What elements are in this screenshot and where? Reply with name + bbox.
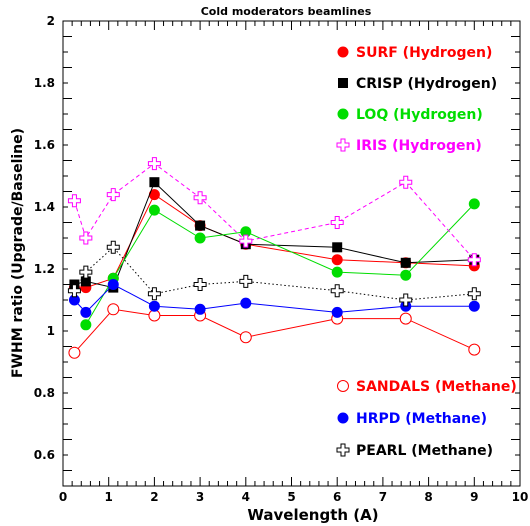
legend-item: PEARL (Methane) [336,443,493,459]
legend-marker [337,380,349,392]
legend-item: CRISP (Hydrogen) [338,76,497,92]
x-tick-label: 1 [105,490,113,504]
data-point [80,319,92,331]
data-point [399,293,413,307]
data-point [80,276,91,287]
legend-label: IRIS (Hydrogen) [356,138,482,154]
series-line [74,308,475,354]
series-pearl [67,240,481,307]
x-tick-label: 2 [150,490,158,504]
legend-label: SURF (Hydrogen) [356,45,492,61]
legend-label: HRPD (Methane) [356,411,487,427]
data-point [67,284,81,298]
series-layer [67,157,481,359]
data-point [400,269,412,281]
series-line [85,203,475,326]
legend-marker [336,443,350,457]
data-point [467,287,481,301]
legend-item: IRIS (Hydrogen) [336,138,482,154]
y-tick-label: 2 [47,14,55,28]
data-point [79,265,93,279]
data-point [80,306,92,318]
axis-ticks: 0 1 2 3 4 5 6 7 8 9 10 0.6 0.8 1 1.2 1.4 1.6 1.8 2 [34,14,529,504]
data-point [468,343,481,356]
x-tick-label: 9 [470,490,478,504]
x-tick-label: 0 [59,490,67,504]
legend-marker [338,78,348,88]
data-point [468,300,480,312]
data-point [467,253,481,267]
x-tick-label: 7 [379,490,387,504]
legend-item: HRPD (Methane) [337,411,487,427]
series-line [73,246,475,301]
data-point [68,346,81,359]
data-point [239,331,252,344]
data-point [331,266,343,278]
data-point [331,306,343,318]
legend-marker [337,412,349,424]
data-point [193,191,207,205]
data-point [148,300,160,312]
legend-item: LOQ (Hydrogen) [337,107,483,123]
legend: SURF (Hydrogen) CRISP (Hydrogen) LOQ (Hydr… [336,45,517,459]
legend-label: LOQ (Hydrogen) [356,107,483,123]
x-tick-label: 10 [512,490,529,504]
data-point [106,240,120,254]
y-tick-label: 1.4 [34,200,55,214]
data-point [67,194,81,208]
data-point [79,231,93,245]
chart-title: Cold moderators beamlines [201,5,372,18]
data-point [107,279,119,290]
data-point [468,198,480,210]
series-crisp [69,177,480,293]
data-point [399,175,413,189]
y-tick-label: 1.8 [34,76,55,90]
series-iris [67,157,481,267]
data-point [330,284,344,298]
x-tick-label: 6 [333,490,341,504]
legend-label: PEARL (Methane) [356,443,493,459]
data-point [239,274,253,288]
legend-marker [336,138,350,152]
data-point [147,157,161,171]
data-point [330,216,344,229]
y-tick-label: 1.2 [34,262,55,276]
data-point [332,242,343,253]
y-tick-label: 0.6 [34,448,55,462]
series-sandals [68,303,481,359]
legend-item: SANDALS (Methane) [337,379,517,395]
data-point [193,278,207,291]
data-point [400,257,411,268]
x-tick-label: 8 [424,490,432,504]
data-point [239,234,253,248]
x-tick-label: 5 [287,490,295,504]
data-point [148,204,160,216]
data-point [399,312,412,325]
legend-marker [337,108,349,120]
data-point [107,303,120,316]
y-tick-label: 1.6 [34,138,55,152]
series-line [74,283,475,314]
series-line [74,193,475,289]
legend-item: SURF (Hydrogen) [337,45,492,61]
x-tick-label: 4 [242,490,250,504]
data-point [194,303,206,315]
x-tick-label: 3 [196,490,204,504]
data-point [149,177,160,188]
legend-marker [337,46,349,58]
data-point [195,220,206,231]
legend-label: CRISP (Hydrogen) [356,76,497,92]
data-point [106,188,120,202]
data-point [240,297,252,309]
data-point [147,287,161,301]
data-point [331,254,343,266]
x-axis-label: Wavelength (A) [247,506,378,524]
legend-label: SANDALS (Methane) [356,379,517,395]
y-tick-label: 1 [47,324,55,338]
y-axis-label: FWHM ratio (Upgrade/Baseline) [10,128,26,378]
y-tick-label: 0.8 [34,386,55,400]
data-point [194,232,206,244]
